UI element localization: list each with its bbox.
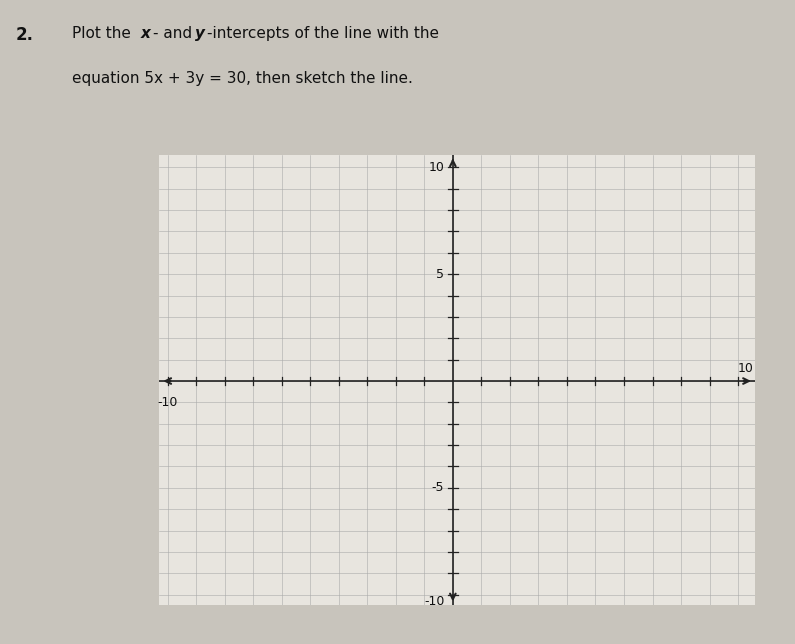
Text: 10: 10 bbox=[738, 362, 754, 375]
Text: - and: - and bbox=[153, 26, 197, 41]
Text: -10: -10 bbox=[157, 396, 178, 409]
Text: -5: -5 bbox=[432, 481, 444, 495]
Text: y: y bbox=[195, 26, 205, 41]
Text: Plot the: Plot the bbox=[72, 26, 135, 41]
Text: -intercepts of the line with the: -intercepts of the line with the bbox=[207, 26, 439, 41]
Text: 2.: 2. bbox=[16, 26, 34, 44]
Text: 5: 5 bbox=[436, 268, 444, 281]
Text: 10: 10 bbox=[429, 161, 444, 174]
Text: -10: -10 bbox=[424, 594, 444, 608]
Text: equation 5x + 3y = 30, then sketch the line.: equation 5x + 3y = 30, then sketch the l… bbox=[72, 71, 413, 86]
Text: x: x bbox=[141, 26, 150, 41]
